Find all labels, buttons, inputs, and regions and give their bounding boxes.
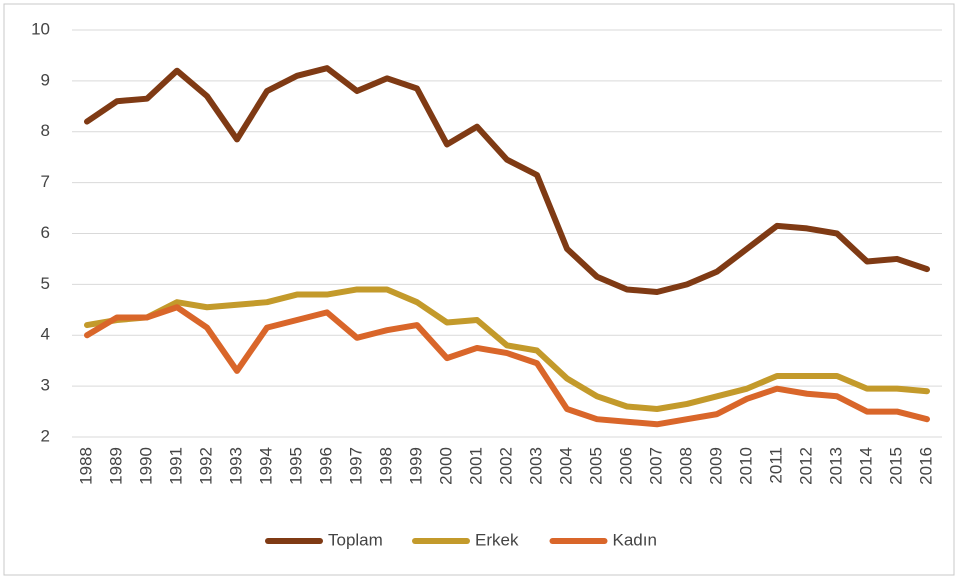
y-tick-label: 10 <box>31 19 50 38</box>
y-tick-label: 7 <box>41 172 50 191</box>
chart-border <box>3 3 955 576</box>
y-tick-label: 4 <box>41 325 50 344</box>
x-tick-label: 2013 <box>826 447 845 485</box>
x-tick-label: 1991 <box>166 447 185 485</box>
x-tick-label: 2004 <box>556 447 575 485</box>
y-tick-label: 5 <box>41 274 50 293</box>
x-tick-label: 2009 <box>706 447 725 485</box>
x-tick-label: 2002 <box>496 447 515 485</box>
x-tick-label: 2003 <box>526 447 545 485</box>
legend-label: Kadın <box>613 530 657 549</box>
x-tick-label: 2015 <box>886 447 905 485</box>
legend-label: Erkek <box>475 530 519 549</box>
x-tick-label: 1992 <box>196 447 215 485</box>
x-tick-label: 1995 <box>286 447 305 485</box>
x-tick-label: 1989 <box>106 447 125 485</box>
x-tick-label: 2016 <box>916 447 935 485</box>
x-tick-label: 2010 <box>736 447 755 485</box>
x-tick-label: 1998 <box>376 447 395 485</box>
x-tick-label: 2001 <box>466 447 485 485</box>
x-tick-label: 1996 <box>316 447 335 485</box>
y-tick-label: 2 <box>41 426 50 445</box>
x-tick-label: 2000 <box>436 447 455 485</box>
x-tick-label: 1988 <box>76 447 95 485</box>
x-tick-label: 2011 <box>766 447 785 484</box>
data-line <box>84 304 930 428</box>
x-tick-label: 1993 <box>226 447 245 485</box>
x-tick-label: 2008 <box>676 447 695 485</box>
y-tick-label: 9 <box>41 70 50 89</box>
x-tick-label: 1999 <box>406 447 425 485</box>
x-tick-label: 2005 <box>586 447 605 485</box>
data-line <box>84 286 930 413</box>
y-tick-label: 8 <box>41 121 50 140</box>
x-tick-label: 2006 <box>616 447 635 485</box>
x-tick-label: 1994 <box>256 447 275 485</box>
x-tick-label: 1997 <box>346 447 365 485</box>
x-tick-label: 2012 <box>796 447 815 485</box>
y-tick-label: 3 <box>41 376 50 395</box>
y-tick-label: 6 <box>41 223 50 242</box>
legend-label: Toplam <box>328 530 383 549</box>
data-line <box>84 65 930 296</box>
x-tick-label: 1990 <box>136 447 155 485</box>
x-tick-label: 2014 <box>856 447 875 485</box>
x-tick-label: 2007 <box>646 447 665 485</box>
